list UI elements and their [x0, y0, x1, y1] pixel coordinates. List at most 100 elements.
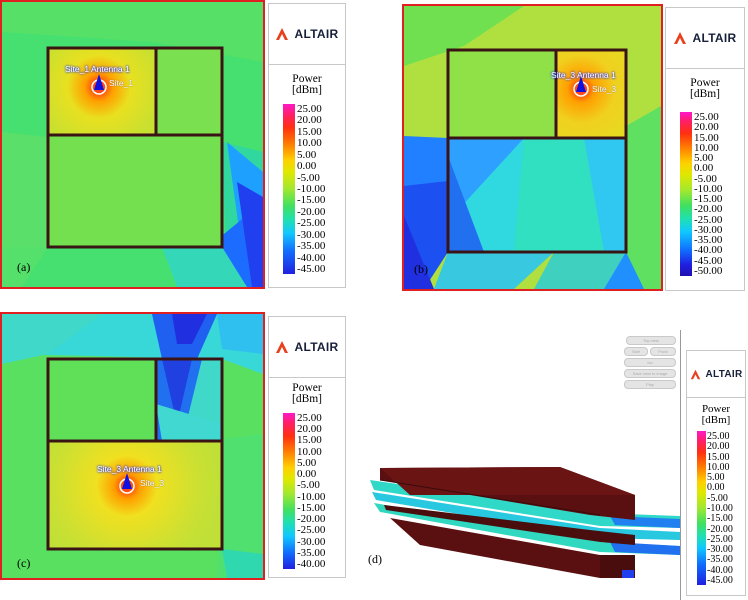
antenna-label-b: Site_3 Antenna 1 [551, 70, 616, 80]
legend-tick-label: -10.00 [694, 182, 723, 195]
legend-tick-label: 25.00 [297, 412, 322, 424]
front-view-button[interactable]: Front [650, 347, 676, 356]
coverage-view-b[interactable]: Site_3 Antenna 1 Site_3 (b) [402, 4, 663, 291]
panel-label-b: (b) [414, 262, 428, 276]
legend-title-line1: Power [292, 382, 322, 394]
panel-label-a: (a) [17, 260, 31, 274]
legend-colorbar-d [697, 431, 706, 585]
legend-tick-label: -20.00 [694, 203, 723, 216]
legend-tick-label: 20.00 [297, 114, 322, 127]
legend-tick-label: -30.00 [707, 544, 733, 556]
legend-tick-label: 10.00 [707, 461, 730, 473]
site-label-b: Site_3 [592, 84, 617, 94]
legend-tick-label: 15.00 [707, 451, 730, 463]
legend-tick-label: 0.00 [297, 160, 317, 173]
legend-tick-label: -25.00 [297, 217, 326, 230]
legend-tick-label: -20.00 [707, 523, 733, 535]
legend-tick-label: -35.00 [694, 234, 723, 247]
legend-tick-label: 25.00 [297, 103, 322, 115]
legend-tick-label: -40.00 [694, 244, 723, 257]
iso-view-button[interactable]: Iso [624, 358, 676, 367]
antenna-label-a: Site_1 Antenna 1 [65, 64, 130, 74]
play-button[interactable]: Play [624, 380, 676, 389]
legend-tick-label: -45.00 [297, 263, 326, 275]
coverage-map-a [2, 2, 263, 287]
legend-tick-label: -30.00 [297, 535, 326, 548]
legend-title-line2: [dBm] [291, 84, 323, 96]
legend-tick-label: 5.00 [297, 456, 317, 469]
legend-tick-label: -15.00 [297, 194, 326, 207]
legend-tick-label: -35.00 [297, 546, 326, 559]
legend-tick-label: 0.00 [707, 482, 725, 494]
legend-tick-label: -10.00 [707, 503, 733, 514]
altair-logo-d: ALTAIR [687, 351, 745, 398]
legend-tick-label: -5.00 [297, 479, 320, 492]
altair-logo-icon [276, 341, 289, 353]
altair-logo-c: ALTAIR [269, 317, 345, 378]
viewer-3d-d[interactable]: (d) [360, 320, 680, 595]
legend-tick-label: -5.00 [694, 172, 717, 185]
legend-tick-label: -10.00 [297, 490, 326, 503]
legend-tick-label: -25.00 [707, 533, 733, 545]
legend-tick-label: -45.00 [707, 575, 733, 586]
legend-tick-label: -15.00 [694, 193, 723, 206]
legend-tick-label: -15.00 [707, 513, 733, 525]
legend-d: ALTAIR Power [dBm] 25.00 20.00 15.00 10.00 5.… [686, 350, 746, 596]
site-label-a: Site_1 [109, 78, 134, 88]
legend-tick-label: -15.00 [297, 501, 326, 514]
legend-tick-label: 20.00 [707, 441, 730, 453]
viewer-divider [680, 330, 681, 600]
legend-title: Power [dBm] [269, 73, 345, 96]
site-label-c: Site_3 [140, 478, 165, 488]
altair-logo-b: ALTAIR [666, 8, 744, 69]
legend-tick-label: -20.00 [297, 205, 326, 218]
coverage-view-c[interactable]: Site_3 Antenna 1 Site_3 (c) [0, 312, 265, 580]
legend-tick-label: 5.00 [694, 152, 714, 165]
legend-colorbar-c [283, 413, 295, 569]
legend-title-line1: Power [701, 403, 731, 415]
legend-tick-label: 10.00 [297, 445, 322, 458]
top-view-button[interactable]: Top view [626, 336, 676, 345]
legend-tick-label: 5.00 [297, 148, 317, 161]
legend-title-line2: [dBm] [291, 393, 323, 405]
legend-title: Power [dBm] [269, 382, 345, 405]
legend-tick-label: 5.00 [707, 472, 725, 484]
altair-logo-icon [674, 32, 687, 44]
legend-title: Power [dBm] [666, 77, 744, 100]
building-3d-render [370, 467, 680, 578]
brand-name: ALTAIR [705, 368, 743, 380]
legend-tick-label: -40.00 [297, 251, 326, 264]
legend-colorbar-b [680, 112, 692, 276]
legend-tick-label: -30.00 [694, 223, 723, 236]
legend-tick-label: 20.00 [297, 423, 322, 436]
legend-tick-label: -10.00 [297, 183, 326, 195]
legend-tick-label: 10.00 [694, 141, 719, 154]
legend-tick-label: -40.00 [707, 564, 733, 576]
legend-tick-label: -45.00 [694, 254, 723, 267]
legend-c: ALTAIR Power [dBm] 25.00 20.00 15.00 10.00 5.… [268, 316, 346, 578]
legend-tick-label: -5.00 [707, 492, 728, 504]
legend-tick-label: 25.00 [707, 431, 730, 442]
coverage-map-b [404, 6, 661, 289]
brand-name: ALTAIR [692, 31, 737, 45]
brand-name: ALTAIR [294, 27, 339, 41]
legend-tick-label: -25.00 [694, 213, 723, 226]
panel-label-d: (d) [368, 552, 382, 566]
legend-tick-label: 15.00 [297, 434, 322, 447]
legend-tick-label: -50.00 [694, 265, 723, 277]
coverage-view-a[interactable]: Site_1 Antenna 1 Site_1 (a) [0, 0, 265, 289]
legend-title: Power [dBm] [687, 404, 745, 426]
legend-title-line1: Power [292, 73, 322, 85]
side-view-button[interactable]: Side [624, 347, 648, 356]
altair-logo-a: ALTAIR [269, 4, 345, 65]
legend-tick-label: -30.00 [297, 228, 326, 241]
legend-colorbar-a [283, 104, 295, 274]
legend-tick-label: -20.00 [297, 513, 326, 526]
legend-tick-label: 15.00 [694, 131, 719, 144]
save-view-image-button[interactable]: Save view to image [624, 369, 676, 378]
brand-name: ALTAIR [294, 340, 339, 354]
legend-tick-label: 20.00 [694, 121, 719, 134]
panel-label-c: (c) [17, 556, 31, 570]
legend-tick-label: 15.00 [297, 125, 322, 138]
legend-tick-label: -5.00 [297, 171, 320, 184]
